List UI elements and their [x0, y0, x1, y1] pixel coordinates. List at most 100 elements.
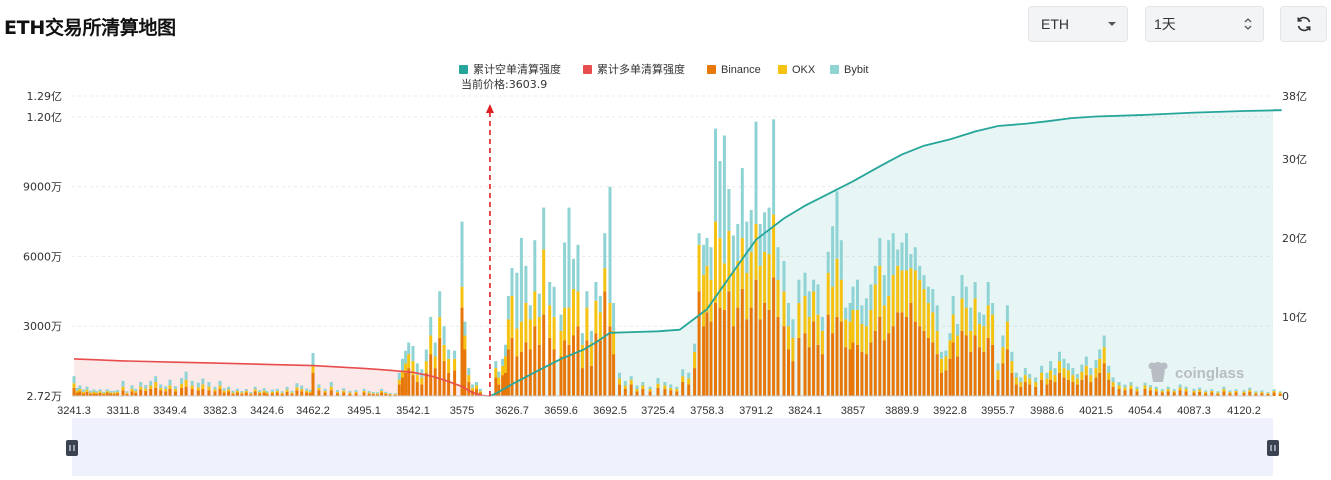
bar-okx — [629, 379, 633, 385]
bar-binance — [663, 389, 667, 396]
bar-bybit — [112, 390, 116, 393]
bar-bybit — [75, 387, 79, 391]
bar-okx — [542, 249, 546, 315]
bar-binance — [388, 394, 392, 396]
bar-bybit — [1184, 386, 1188, 389]
legend-item-short[interactable]: 累计空单清算强度 — [459, 62, 561, 76]
bar-binance — [548, 337, 552, 396]
bar-bybit — [869, 284, 873, 310]
bar-binance — [982, 351, 986, 396]
datazoom-slider-track[interactable] — [72, 418, 1273, 476]
legend-item-long[interactable]: 累计多单清算强度 — [583, 62, 685, 76]
bar-okx — [851, 310, 855, 343]
bar-binance — [1123, 390, 1127, 396]
datazoom-left-handle[interactable] — [66, 440, 78, 456]
bar-okx — [731, 270, 735, 327]
bar-bybit — [567, 207, 571, 308]
bar-bybit — [693, 343, 697, 352]
legend-item-binance[interactable]: Binance — [707, 64, 761, 76]
bar-bybit — [168, 379, 172, 386]
refresh-button[interactable] — [1280, 6, 1327, 42]
bar-okx — [1045, 378, 1049, 385]
bar-okx — [78, 389, 82, 392]
bar-binance — [1062, 377, 1066, 396]
y-left-tick-label: 2.72万 — [27, 390, 63, 403]
bar-okx — [308, 391, 312, 394]
bar-bybit — [116, 390, 120, 392]
bar-bybit — [1084, 356, 1088, 366]
bar-bybit — [669, 384, 673, 388]
bar-bybit — [772, 119, 776, 215]
bar-binance — [791, 361, 795, 396]
bar-bybit — [797, 279, 801, 303]
bar-bybit — [754, 121, 758, 224]
bar-binance — [201, 389, 205, 396]
datazoom-right-handle[interactable] — [1267, 440, 1279, 456]
x-tick-label: 3791.2 — [739, 405, 773, 417]
bar-okx — [404, 363, 408, 373]
bar-okx — [559, 330, 563, 357]
bar-binance — [585, 340, 589, 396]
bar-bybit — [375, 392, 379, 394]
bar-okx — [681, 376, 685, 382]
bar-okx — [190, 385, 194, 389]
bar-okx — [336, 391, 339, 394]
bar-okx — [184, 379, 188, 387]
bar-binance — [1129, 389, 1133, 396]
bar-bybit — [864, 298, 868, 327]
bar-okx — [253, 389, 257, 392]
bar-okx — [1248, 389, 1252, 392]
time-range-select[interactable]: 1天 — [1145, 6, 1264, 42]
bar-binance — [308, 393, 312, 396]
bar-binance — [1075, 384, 1079, 396]
bar-bybit — [317, 384, 321, 388]
x-tick-label: 3382.3 — [203, 405, 237, 417]
bar-okx — [1234, 390, 1238, 393]
bar-binance — [438, 337, 442, 396]
bar-okx — [812, 291, 816, 322]
bar-bybit — [826, 251, 830, 273]
bar-bybit — [190, 380, 194, 386]
bar-binance — [134, 392, 138, 396]
bar-binance — [887, 333, 891, 396]
bar-bybit — [109, 391, 113, 393]
bar-bybit — [1143, 382, 1147, 386]
bar-binance — [510, 337, 514, 396]
symbol-select[interactable]: ETH — [1028, 6, 1128, 42]
x-tick-label: 3857 — [841, 405, 865, 417]
bar-okx — [693, 351, 697, 369]
bar-binance — [787, 349, 790, 396]
bar-bybit — [909, 254, 913, 269]
bar-bybit — [572, 258, 575, 289]
x-tick-label: 3241.3 — [57, 405, 91, 417]
bar-binance — [1192, 392, 1196, 396]
legend-item-bybit[interactable]: Bybit — [830, 64, 868, 76]
x-tick-label: 3424.6 — [250, 405, 284, 417]
bar-bybit — [528, 305, 532, 320]
x-tick-label: 3725.4 — [641, 405, 675, 417]
legend-item-okx[interactable]: OKX — [778, 64, 816, 76]
bar-okx — [736, 261, 740, 308]
bar-okx — [754, 223, 758, 280]
bar-binance — [1260, 393, 1264, 396]
bar-bybit — [641, 382, 645, 386]
bar-bybit — [563, 242, 567, 308]
bar-okx — [447, 358, 451, 373]
bar-bybit — [105, 389, 109, 392]
bar-binance — [563, 340, 567, 396]
bar-bybit — [240, 391, 244, 393]
bar-binance — [1053, 382, 1057, 396]
bar-binance — [648, 391, 652, 396]
bar-bybit — [429, 316, 433, 336]
bar-okx — [1166, 389, 1170, 392]
bar-binance — [323, 392, 327, 396]
bar-binance — [1234, 392, 1238, 396]
bar-bybit — [222, 388, 226, 391]
bar-okx — [1117, 385, 1121, 389]
bar-okx — [918, 279, 922, 327]
bar-bybit — [580, 333, 584, 345]
bar-binance — [978, 347, 981, 396]
bar-okx — [687, 378, 691, 385]
bar-binance — [504, 372, 507, 396]
bar-binance — [1160, 392, 1164, 396]
